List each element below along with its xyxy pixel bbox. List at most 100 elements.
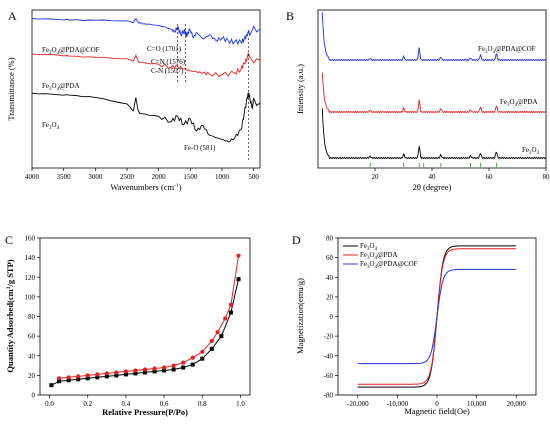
panel-b-series-0 bbox=[321, 12, 547, 62]
panel-c-point-desorption bbox=[95, 372, 100, 377]
panel-d-ytick-label: 60 bbox=[326, 254, 334, 262]
panel-c-ylabel: Quantity Adsorbed(cm3/g STP) bbox=[5, 259, 15, 372]
panel-c-point-desorption bbox=[161, 365, 167, 370]
panel-c-point-adsorption bbox=[200, 356, 205, 361]
svg-text:Fe3O4@PDA: Fe3O4@PDA bbox=[360, 251, 398, 261]
panel-c-xtick-label: 0.6 bbox=[160, 400, 169, 408]
annotation-co: C=O (1701) bbox=[147, 45, 182, 53]
panel-c-ytick-label: 20 bbox=[28, 372, 36, 380]
panel-c-point-desorption bbox=[56, 376, 62, 381]
panel-d-ytick-label: 20 bbox=[326, 293, 334, 301]
panel-a-label-pda: Fe3O4@PDA bbox=[42, 82, 80, 92]
panel-c-ytick-label: 80 bbox=[28, 313, 36, 321]
panel-c-point-adsorption bbox=[171, 367, 176, 372]
panel-a-xlabel: Wavenumbers (cm-1) bbox=[110, 182, 181, 192]
panel-c-line-desorption bbox=[59, 255, 239, 379]
panel-b-label: B bbox=[286, 9, 294, 23]
panel-c-point-desorption bbox=[104, 371, 109, 376]
panel-c-ytick-label: 0 bbox=[32, 392, 36, 400]
panel-c-point-desorption bbox=[66, 375, 71, 380]
panel-d-legend: Fe3O4 Fe3O4@PDA Fe3O4@PDA@COF bbox=[343, 242, 418, 270]
panel-c-point-adsorption bbox=[143, 370, 147, 375]
panel-d-ylabel: Magnetization(emu/g) bbox=[295, 278, 305, 354]
panel-d-xtick-label: 0 bbox=[435, 400, 439, 408]
panel-d-series-2 bbox=[357, 268, 517, 365]
panel-d-ytick-label: -40 bbox=[324, 352, 334, 360]
panel-c-point-adsorption bbox=[95, 375, 100, 380]
panel-d-ytick-label: -20 bbox=[324, 333, 334, 341]
panel-c-point-adsorption bbox=[219, 334, 224, 339]
panel-b-xtick-label: 20 bbox=[372, 173, 380, 181]
panel-a-series-2 bbox=[31, 92, 261, 143]
panel-c-point-adsorption bbox=[209, 346, 214, 351]
panel-a-frame bbox=[31, 9, 261, 169]
panel-a-label-cof: Fe3O4@PDA@COF bbox=[42, 46, 100, 56]
svg-text:Fe3O4@PDA@COF: Fe3O4@PDA@COF bbox=[360, 260, 418, 270]
panel-d-xtick-label: -10,000 bbox=[387, 400, 409, 408]
panel-c-point-desorption bbox=[215, 330, 220, 335]
panel-d-xtick-label: 20,000 bbox=[507, 400, 527, 408]
panel-c-xtick-label: 1.0 bbox=[236, 400, 245, 408]
panel-c-point-adsorption bbox=[104, 374, 109, 379]
panel-b-ylabel: Intensity (a.u.) bbox=[295, 64, 305, 114]
annotation-cn2: C-N (1507) bbox=[151, 67, 184, 75]
panel-b-xtick-label: 80 bbox=[543, 173, 550, 181]
panel-c-ytick-label: 160 bbox=[25, 235, 36, 243]
panel-a-xtick-label: 4000 bbox=[25, 173, 40, 181]
panel-d-ytick-label: 40 bbox=[326, 274, 334, 282]
panel-c-point-desorption bbox=[181, 360, 186, 365]
panel-c-point-desorption bbox=[209, 338, 214, 344]
svg-text:Fe3O4: Fe3O4 bbox=[360, 242, 378, 252]
panel-c-ytick-label: 40 bbox=[28, 352, 36, 360]
panel-a-series-1 bbox=[31, 51, 261, 77]
panel-a-label-fe: Fe3O4 bbox=[42, 121, 60, 131]
panel-c-point-desorption bbox=[85, 373, 90, 378]
panel-a-series-0 bbox=[31, 17, 261, 46]
panel-c-ytick-label: 120 bbox=[25, 274, 36, 282]
panel-c-label: C bbox=[5, 233, 13, 247]
panel-c-ytick-label: 100 bbox=[25, 293, 36, 301]
panel-c-point-desorption bbox=[190, 355, 195, 360]
panel-d-ytick-label: 80 bbox=[326, 235, 334, 243]
panel-b-xtick-label: 60 bbox=[486, 173, 494, 181]
panel-b-xtick-label: 40 bbox=[429, 173, 437, 181]
panel-d-label: D bbox=[292, 233, 301, 247]
panel-d-ytick-label: -60 bbox=[324, 372, 334, 380]
panel-a-xtick-label: 1500 bbox=[183, 173, 198, 181]
panel-b-frame bbox=[317, 9, 547, 169]
panel-b-xlabel: 2θ (degree) bbox=[413, 182, 452, 192]
panel-c-xlabel: Relative Pressure(P/Po) bbox=[102, 407, 188, 417]
panel-c-point-adsorption bbox=[123, 372, 128, 377]
panel-c-ytick-label: 140 bbox=[25, 254, 36, 262]
panel-a-xtick-label: 500 bbox=[248, 173, 259, 181]
panel-c-point-desorption bbox=[76, 374, 81, 379]
panel-b-series-1 bbox=[321, 72, 547, 114]
panel-c-xtick-label: 0.8 bbox=[198, 400, 207, 408]
panel-c-point-desorption bbox=[123, 369, 129, 374]
panel-b-label-cof: Fe3O4@PDA@COF bbox=[478, 45, 536, 55]
panel-b-label-pda: Fe3O4@PDA bbox=[500, 98, 538, 108]
panel-c-point-adsorption bbox=[152, 369, 157, 374]
panel-a-xtick-label: 2000 bbox=[152, 173, 167, 181]
panel-a-ylabel: Transmittance (%) bbox=[6, 57, 16, 120]
panel-c-ytick-label: 60 bbox=[28, 333, 36, 341]
panel-c-point-adsorption bbox=[114, 373, 119, 378]
panel-b-label-fe: Fe3O4 bbox=[522, 146, 540, 156]
panel-c-point-adsorption bbox=[49, 383, 54, 388]
panel-c-point-adsorption bbox=[66, 378, 71, 383]
panel-c-point-adsorption bbox=[228, 310, 233, 315]
panel-c-point-desorption bbox=[200, 349, 205, 354]
panel-c-point-desorption bbox=[114, 370, 119, 375]
panel-a-xtick-label: 1000 bbox=[215, 173, 230, 181]
panel-c-point-desorption bbox=[133, 368, 138, 373]
panel-a-xtick-label: 3500 bbox=[57, 173, 72, 181]
panel-a-xtick-label: 2500 bbox=[120, 173, 135, 181]
panel-c-point-desorption bbox=[142, 367, 148, 372]
panel-c-xtick-label: 0.4 bbox=[122, 400, 131, 408]
panel-c-point-adsorption bbox=[181, 365, 186, 370]
panel-c-xtick-label: 0.2 bbox=[83, 400, 92, 408]
panel-c-xtick-label: 0.0 bbox=[45, 400, 54, 408]
panel-d-xtick-label: 10,000 bbox=[467, 400, 487, 408]
panel-c-point-adsorption bbox=[162, 368, 167, 373]
